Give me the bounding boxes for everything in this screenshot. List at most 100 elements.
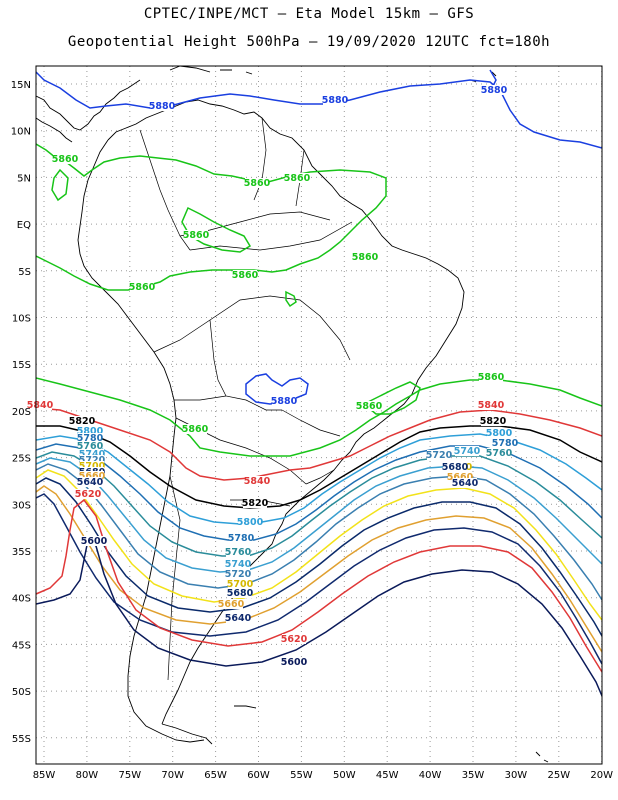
longitude-label: 30W [505, 770, 528, 781]
contour-label: 5660 [218, 599, 245, 610]
contour-label-bg [357, 401, 381, 411]
contour-label: 5720 [79, 455, 106, 466]
latitude-label: 55S [12, 734, 31, 745]
contour-label-bg [78, 426, 102, 436]
contour-label: 5860 [52, 154, 79, 165]
contour-label-bg [238, 517, 262, 527]
contour-label: 5880 [322, 95, 349, 106]
contour-label-bg [272, 396, 296, 406]
contour-label-bg [226, 613, 250, 623]
contour-label: 5600 [281, 657, 308, 668]
longitude-label: 20W [590, 770, 613, 781]
contour-label: 5820 [69, 416, 96, 427]
contour-label-bg [70, 416, 94, 426]
longitude-label: 45W [376, 770, 399, 781]
contour-label-bg [228, 588, 252, 598]
contour-label: 5640 [225, 613, 252, 624]
latitude-label: 40S [12, 594, 31, 605]
latitude-label: 50S [12, 687, 31, 698]
contour-label: 5660 [79, 471, 106, 482]
misc-islands [535, 751, 549, 763]
longitude-label: 80W [76, 770, 99, 781]
contour-5860-loop-a [51, 168, 69, 202]
contour-labels: 5880 5880 5880 5880 5860 5860 5860 5860 5860 5860… [27, 85, 519, 668]
contour-label-bg [443, 462, 467, 472]
contour-label-bg [78, 477, 102, 487]
contour-label: 5860 [356, 401, 383, 412]
longitude-label: 85W [33, 770, 56, 781]
contour-label: 5800 [237, 517, 264, 528]
contour-label: 5780 [492, 438, 519, 449]
contour-label-bg [228, 579, 252, 589]
contour-label: 5840 [244, 476, 271, 487]
latitude-label: EQ [17, 220, 31, 231]
contour-label: 5760 [225, 547, 252, 558]
contour-label-bg [76, 489, 100, 499]
latitude-label: 15S [12, 360, 31, 371]
contour-5720 [36, 463, 602, 601]
contour-label-bg [453, 478, 477, 488]
latitude-label: 10N [11, 127, 31, 138]
contour-label: 5620 [281, 634, 308, 645]
longitude-label: 50W [333, 770, 356, 781]
contour-5740 [36, 457, 602, 573]
latitude-label: 5S [18, 267, 31, 278]
contour-label: 5880 [271, 396, 298, 407]
contour-label: 5860 [232, 270, 259, 281]
contour-label-bg [78, 441, 102, 451]
contour-label-bg [80, 471, 104, 481]
contour-label-bg [80, 461, 104, 471]
latitude-label: 25S [12, 454, 31, 465]
contour-lines [36, 69, 602, 697]
contour-label-bg [282, 657, 306, 667]
contour-label-bg [323, 95, 347, 105]
contour-label-bg [150, 101, 174, 111]
contour-label: 5700 [79, 461, 106, 472]
title-line-2: Geopotential Height 500hPa – 19/09/2020 … [67, 34, 551, 50]
contour-label: 5620 [75, 489, 102, 500]
map-frame [35, 65, 603, 765]
contour-label: 5880 [149, 101, 176, 112]
contour-label-bg [487, 428, 511, 438]
latitude-label: 20S [12, 407, 31, 418]
contour-label: 5740 [454, 446, 481, 457]
contour-label: 5820 [480, 416, 507, 427]
longitude-label: 65W [204, 770, 227, 781]
contour-5880-north [36, 71, 602, 149]
contour-label: 5840 [27, 400, 54, 411]
longitude-label: 55W [290, 770, 313, 781]
contour-5860-north [36, 143, 387, 291]
contour-label: 5860 [478, 372, 505, 383]
contour-5620 [36, 498, 602, 673]
latitude-label: 35S [12, 547, 31, 558]
contour-label: 5860 [129, 282, 156, 293]
contour-label: 5800 [486, 428, 513, 439]
contour-label-bg [80, 449, 104, 459]
contour-label-bg [82, 536, 106, 546]
latitude-labels: 15N 10N 5N EQ 5S 10S 15S 20S 25S 30S 35S 40S 45S 50S 5… [11, 80, 31, 745]
contour-label: 5740 [79, 449, 106, 460]
contour-label-bg [455, 446, 479, 456]
latitude-label: 30S [12, 500, 31, 511]
latitude-label: 45S [12, 640, 31, 651]
contour-label: 5740 [225, 559, 252, 570]
contour-label-bg [493, 438, 517, 448]
contour-label-bg [487, 448, 511, 458]
contour-label-bg [233, 270, 257, 280]
contour-label: 5860 [244, 178, 271, 189]
contour-label: 5800 [77, 426, 104, 437]
contour-label-bg [219, 599, 243, 609]
contour-5860-loop-c [285, 290, 297, 308]
contour-5880-south [245, 373, 309, 405]
contour-label-bg [448, 472, 472, 482]
latitude-label: 15N [11, 80, 31, 91]
contour-5640 [36, 493, 602, 665]
contour-label: 5780 [77, 433, 104, 444]
contour-label-bg [28, 400, 52, 410]
contour-5680 [36, 477, 602, 637]
contour-label-bg [243, 498, 267, 508]
title-line-1: CPTEC/INPE/MCT – Eta Model 15km – GFS [143, 6, 475, 22]
contour-label: 5700 [227, 579, 254, 590]
contour-label: 5880 [481, 85, 508, 96]
contour-label-bg [229, 533, 253, 543]
